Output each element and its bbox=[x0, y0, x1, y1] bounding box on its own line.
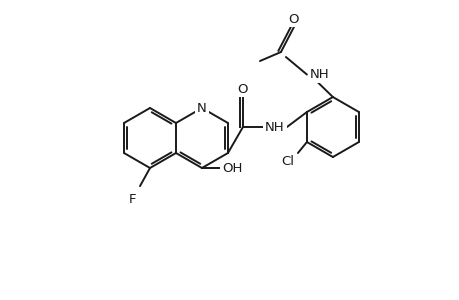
Text: NH: NH bbox=[264, 121, 284, 134]
Text: NH: NH bbox=[309, 68, 329, 81]
Text: OH: OH bbox=[221, 161, 241, 175]
Text: O: O bbox=[237, 82, 248, 95]
Text: O: O bbox=[288, 13, 298, 26]
Text: Cl: Cl bbox=[281, 154, 294, 167]
Text: F: F bbox=[129, 193, 136, 206]
Text: N: N bbox=[196, 101, 207, 115]
